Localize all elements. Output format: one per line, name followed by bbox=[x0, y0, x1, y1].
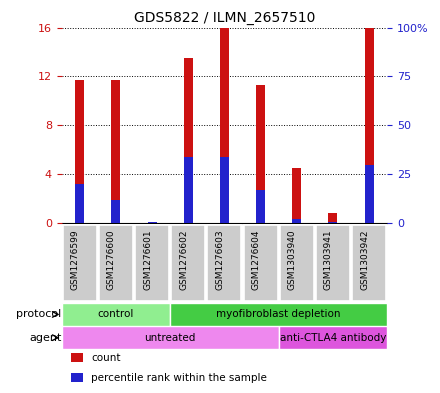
Text: percentile rank within the sample: percentile rank within the sample bbox=[91, 373, 267, 382]
Text: GSM1276604: GSM1276604 bbox=[252, 230, 260, 290]
Text: GSM1303941: GSM1303941 bbox=[324, 230, 333, 290]
Bar bbox=[75, 184, 84, 223]
Bar bbox=[62, 326, 279, 349]
Text: agent: agent bbox=[29, 333, 62, 343]
Text: GSM1276600: GSM1276600 bbox=[107, 230, 116, 290]
Text: GSM1303940: GSM1303940 bbox=[288, 230, 297, 290]
Text: anti-CTLA4 antibody: anti-CTLA4 antibody bbox=[280, 333, 386, 343]
Text: myofibroblast depletion: myofibroblast depletion bbox=[216, 309, 341, 320]
Bar bbox=[256, 85, 265, 223]
FancyBboxPatch shape bbox=[352, 225, 386, 301]
FancyBboxPatch shape bbox=[99, 225, 133, 301]
Bar bbox=[71, 373, 83, 382]
Bar bbox=[111, 200, 121, 223]
FancyBboxPatch shape bbox=[62, 225, 97, 301]
Text: control: control bbox=[98, 309, 134, 320]
FancyBboxPatch shape bbox=[135, 225, 169, 301]
Bar bbox=[62, 303, 170, 326]
FancyBboxPatch shape bbox=[244, 225, 278, 301]
FancyBboxPatch shape bbox=[207, 225, 242, 301]
FancyBboxPatch shape bbox=[171, 225, 205, 301]
Bar bbox=[220, 157, 229, 223]
Text: GSM1276601: GSM1276601 bbox=[143, 230, 152, 290]
FancyBboxPatch shape bbox=[280, 225, 314, 301]
Text: GSM1276603: GSM1276603 bbox=[216, 230, 224, 290]
Bar bbox=[365, 165, 374, 223]
Bar bbox=[111, 80, 121, 223]
Text: count: count bbox=[91, 353, 121, 363]
Bar bbox=[220, 28, 229, 223]
Bar bbox=[170, 303, 387, 326]
Bar bbox=[328, 213, 337, 223]
Bar bbox=[292, 219, 301, 223]
Bar bbox=[183, 58, 193, 223]
Text: GSM1276599: GSM1276599 bbox=[71, 230, 80, 290]
Text: untreated: untreated bbox=[144, 333, 196, 343]
Bar bbox=[328, 222, 337, 223]
FancyBboxPatch shape bbox=[316, 225, 350, 301]
Bar bbox=[147, 222, 157, 223]
Bar bbox=[292, 168, 301, 223]
Text: GSM1276602: GSM1276602 bbox=[179, 230, 188, 290]
Bar bbox=[279, 326, 387, 349]
Bar bbox=[256, 190, 265, 223]
Text: protocol: protocol bbox=[16, 309, 62, 320]
Bar bbox=[183, 157, 193, 223]
Bar bbox=[71, 353, 83, 362]
Bar bbox=[75, 80, 84, 223]
Text: GSM1303942: GSM1303942 bbox=[360, 230, 369, 290]
Bar bbox=[365, 28, 374, 223]
Title: GDS5822 / ILMN_2657510: GDS5822 / ILMN_2657510 bbox=[134, 11, 315, 25]
